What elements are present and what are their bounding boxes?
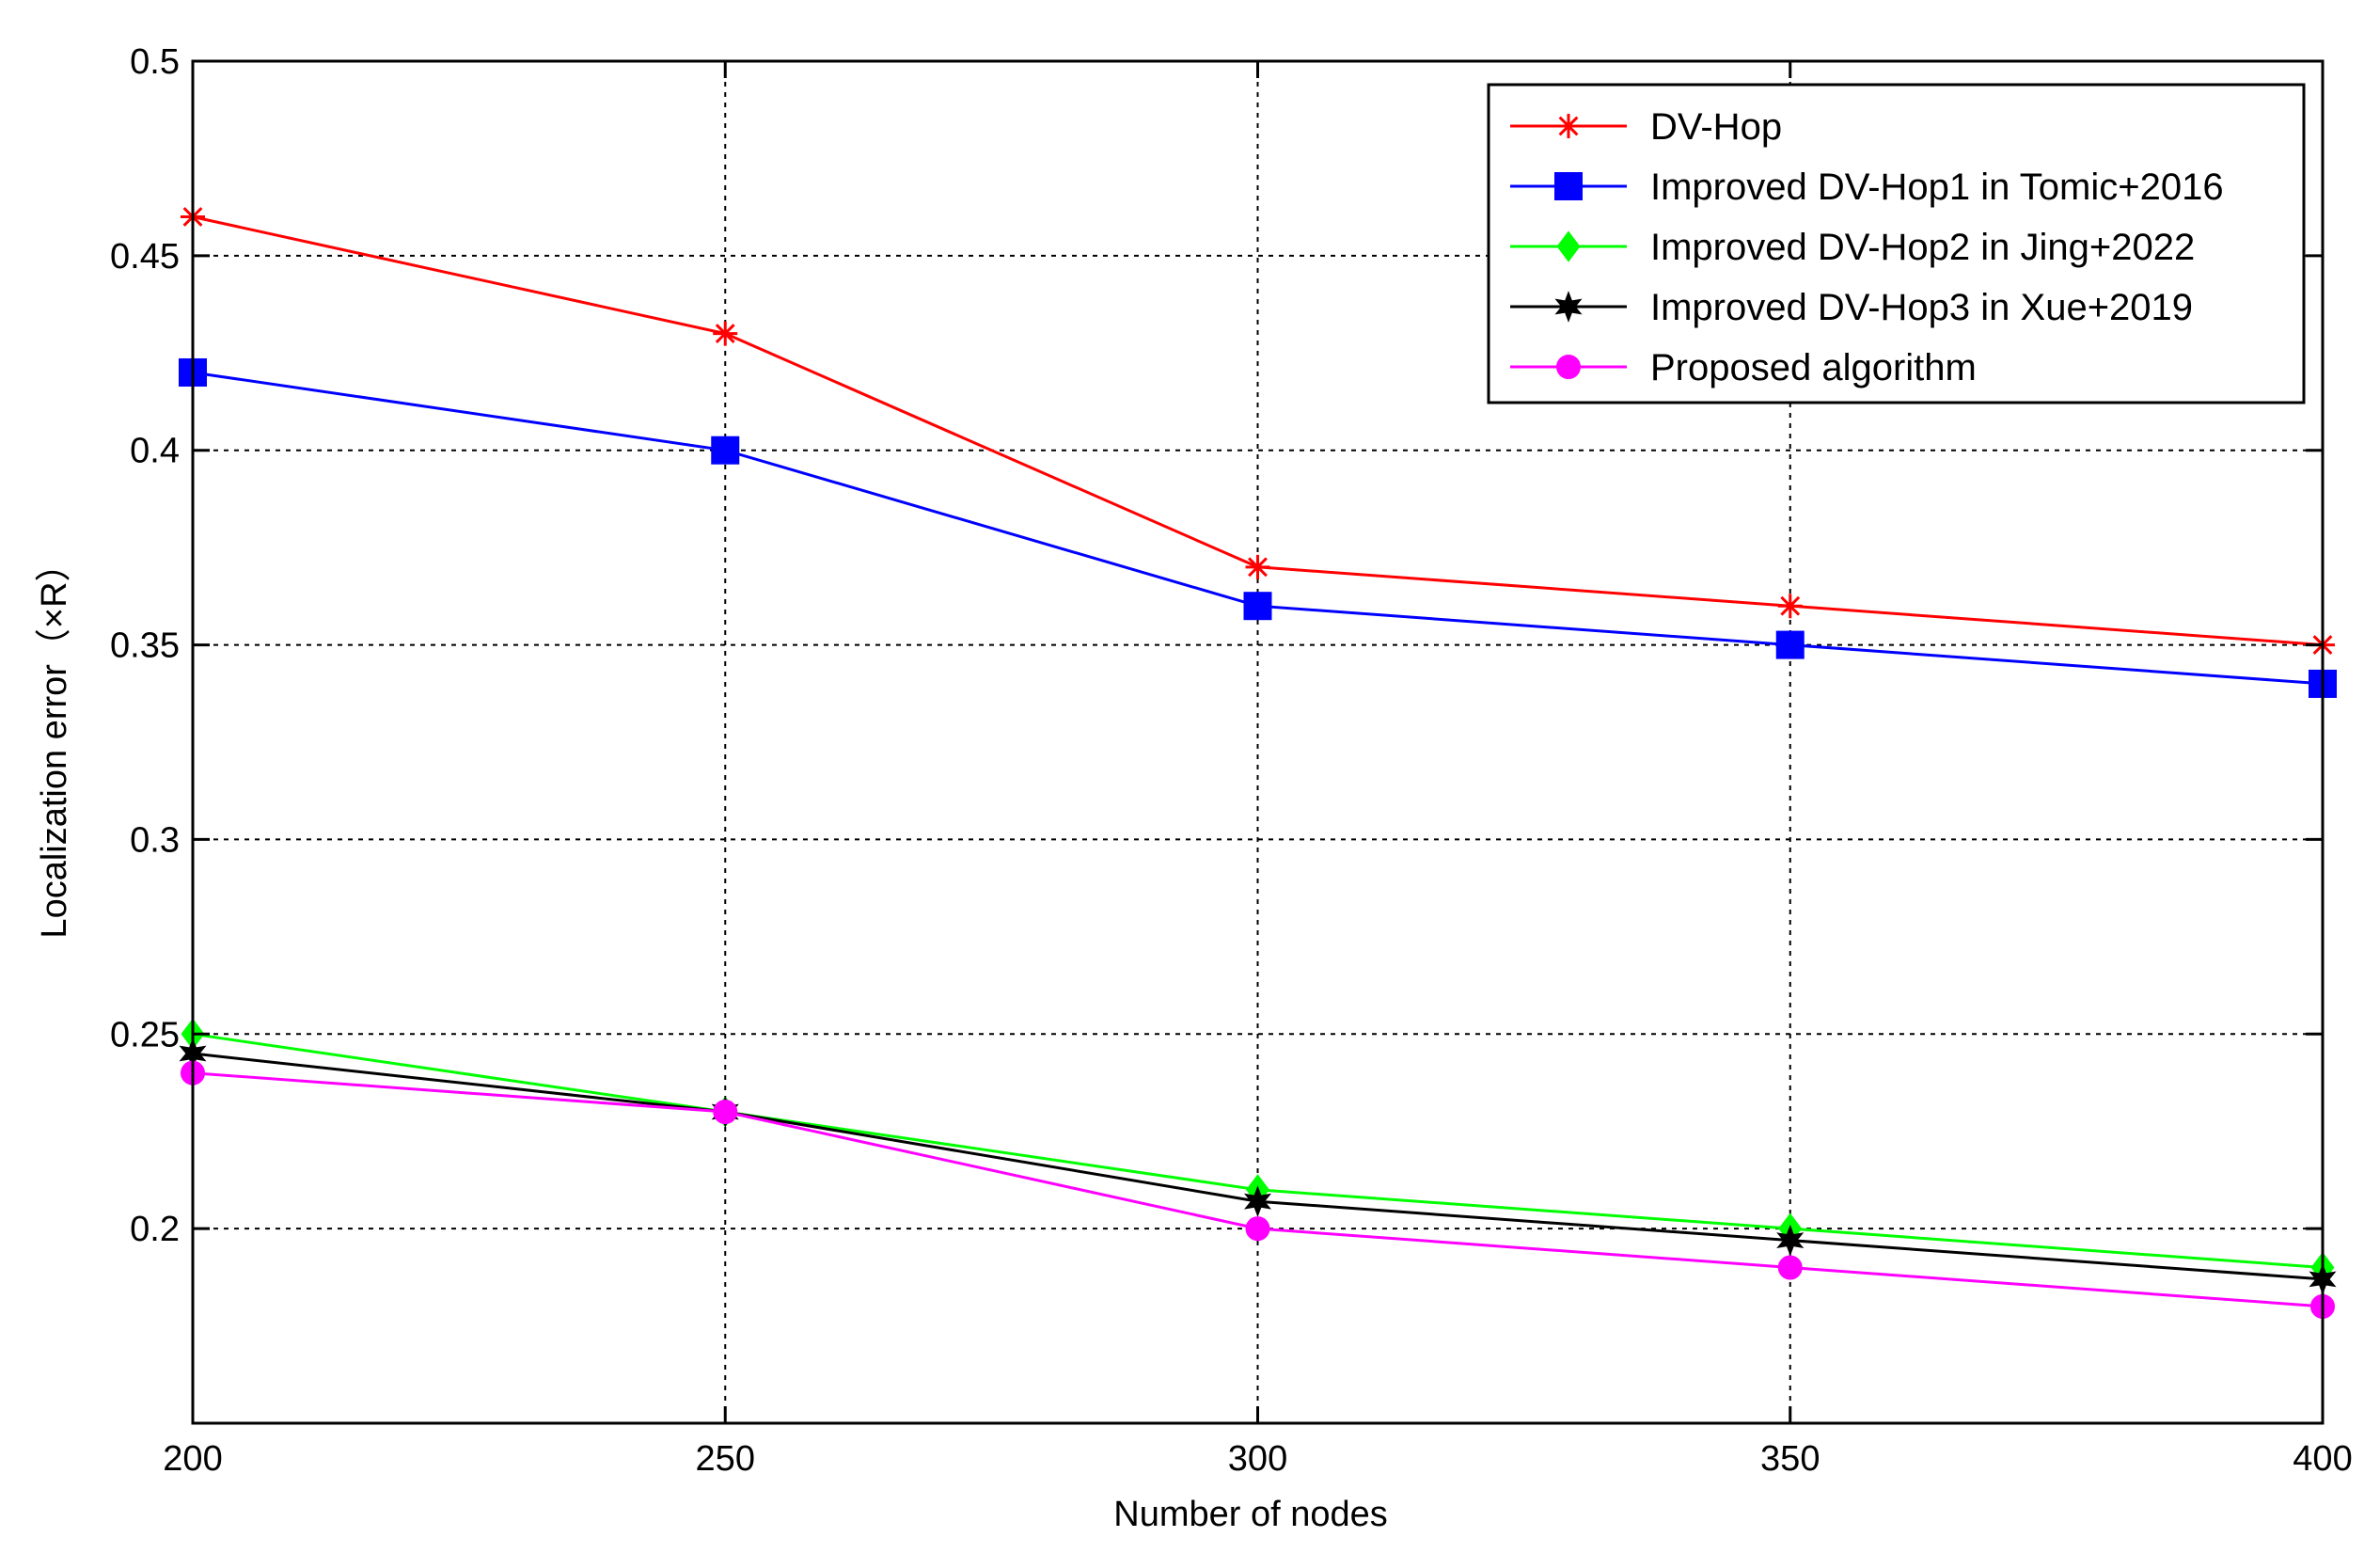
- y-axis-label: Localization error（×R）: [35, 546, 74, 938]
- x-tick-label: 250: [696, 1439, 755, 1479]
- data-point: [1556, 230, 1581, 262]
- legend-label: Proposed algorithm: [1650, 347, 1977, 388]
- x-tick-label: 300: [1228, 1439, 1287, 1479]
- legend-label: DV-Hop: [1650, 106, 1782, 148]
- legend-label: Improved DV-Hop2 in Jing+2022: [1650, 227, 2195, 268]
- grid-lines: [193, 61, 2323, 1423]
- data-point: [1245, 554, 1270, 579]
- data-point: [1554, 291, 1583, 323]
- data-point: [711, 436, 740, 465]
- legend-box: [1487, 83, 2306, 404]
- y-tick-label: 0.25: [110, 1015, 180, 1054]
- y-axis: 0.2 0.25 0.3 0.35 0.4 0.45 0.5: [110, 42, 2323, 1249]
- data-point: [713, 321, 738, 346]
- y-tick-label: 0.3: [130, 820, 180, 860]
- x-axis: 200 250 300 350 400: [163, 61, 2353, 1479]
- y-tick-label: 0.4: [130, 432, 180, 471]
- data-point: [1556, 114, 1581, 138]
- data-point: [1245, 1216, 1270, 1242]
- data-point: [713, 1100, 738, 1125]
- data-point: [1777, 594, 1803, 619]
- y-tick-label: 0.35: [110, 626, 180, 666]
- x-tick-label: 200: [163, 1439, 222, 1479]
- data-point: [1243, 592, 1272, 621]
- data-point: [1776, 1224, 1805, 1257]
- data-point: [1777, 1255, 1803, 1280]
- data-point: [1243, 1185, 1272, 1218]
- legend-label: Improved DV-Hop1 in Tomic+2016: [1650, 166, 2224, 208]
- legend-label: Improved DV-Hop3 in Xue+2019: [1650, 287, 2193, 328]
- data-point: [1554, 172, 1583, 200]
- data-point: [1556, 355, 1581, 379]
- x-tick-label: 350: [1760, 1439, 1820, 1479]
- x-tick-label: 400: [2293, 1439, 2352, 1479]
- y-tick-label: 0.45: [110, 237, 180, 277]
- data-point: [1775, 630, 1805, 659]
- y-tick-label: 0.2: [130, 1210, 180, 1249]
- y-tick-label: 0.5: [130, 42, 180, 82]
- x-axis-label: Number of nodes: [1113, 1495, 1388, 1534]
- legend: DV-Hop Improved DV-Hop1 in Tomic+2016 Impr…: [1487, 83, 2306, 404]
